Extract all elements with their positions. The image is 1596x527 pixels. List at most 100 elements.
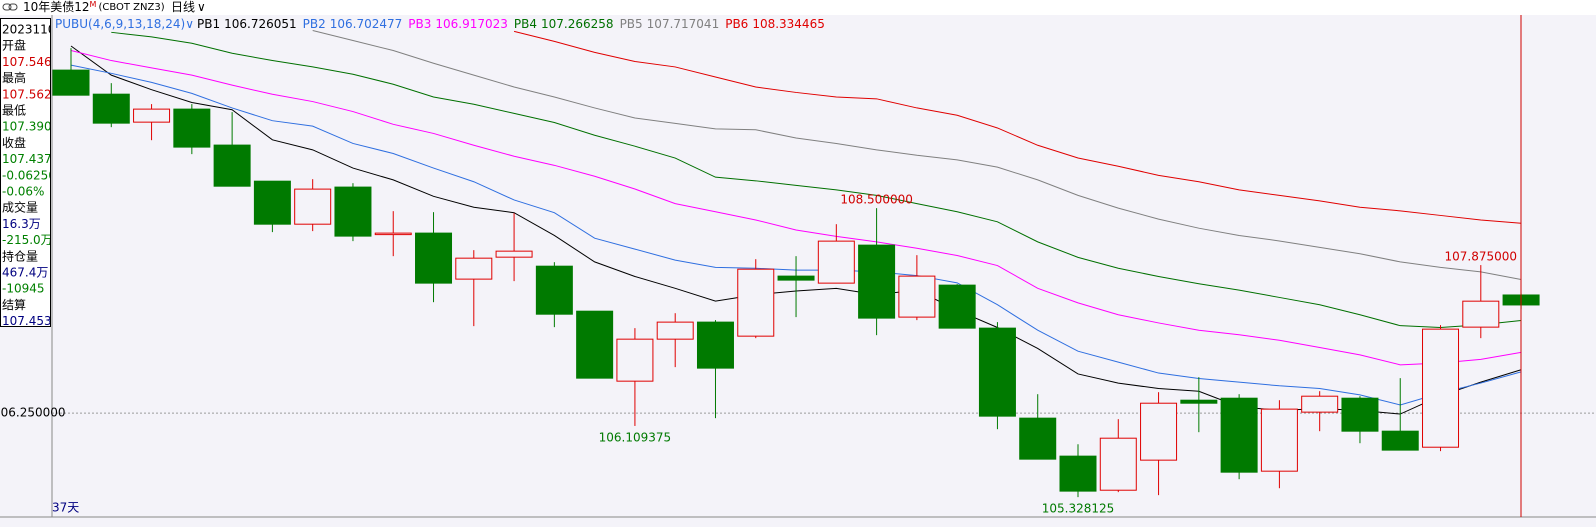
candle-body bbox=[696, 321, 734, 369]
toolbar-title[interactable]: 10年美债12M (CBOT ZNZ3) bbox=[23, 0, 165, 14]
info-text: -215.0万 bbox=[2, 233, 53, 247]
info-text: 最高 bbox=[2, 70, 26, 85]
candle-body bbox=[1059, 455, 1097, 492]
candle-body bbox=[938, 284, 976, 329]
candle-body bbox=[495, 250, 533, 258]
legend-value: 107.266258 bbox=[541, 17, 614, 31]
legend-entry: PB4 107.266258 bbox=[514, 17, 614, 31]
indicator-line bbox=[312, 30, 1522, 280]
candle-body bbox=[535, 265, 573, 315]
legend-entry: PB1 106.726051 bbox=[197, 17, 297, 31]
link-icon[interactable] bbox=[2, 3, 18, 11]
legend-entry: PB2 106.702477 bbox=[303, 17, 403, 31]
y-tick-label: 106.250000 bbox=[0, 406, 66, 420]
legend-name: PB2 bbox=[303, 17, 326, 31]
candle-body bbox=[1220, 397, 1258, 473]
candle-body bbox=[173, 108, 211, 148]
indicator-line bbox=[513, 30, 1522, 224]
candle-body bbox=[294, 188, 332, 225]
indicator-label: PUBU(4,6,9,13,18,24) bbox=[55, 17, 185, 31]
period-selector[interactable]: 日线 ∨ bbox=[171, 0, 206, 14]
candle-body bbox=[1140, 402, 1178, 461]
legend-value: 107.717041 bbox=[647, 17, 720, 31]
bar-count: 37天 bbox=[52, 501, 79, 515]
info-text: 107.4375 bbox=[2, 152, 59, 166]
indicator-name[interactable]: PUBU(4,6,9,13,18,24)∨ bbox=[55, 17, 194, 31]
info-text: 467.4万 bbox=[2, 266, 48, 280]
toolbar bbox=[0, 0, 1596, 15]
candle-body bbox=[1180, 399, 1218, 404]
info-text: 20231103 bbox=[2, 23, 63, 37]
link-icon-right bbox=[8, 3, 18, 11]
candle-body bbox=[737, 268, 775, 337]
symbol: (CBOT ZNZ3) bbox=[98, 2, 164, 13]
candle-body bbox=[1422, 328, 1460, 448]
candle-body bbox=[1260, 408, 1298, 472]
candle-body bbox=[777, 275, 815, 281]
candle-body bbox=[1019, 417, 1057, 460]
legend-entry: PB5 107.717041 bbox=[620, 17, 720, 31]
dropdown-arrow: ∨ bbox=[197, 0, 206, 14]
info-text: 开盘 bbox=[2, 38, 26, 53]
legend-name: PB6 bbox=[725, 17, 748, 31]
candle-body bbox=[656, 321, 694, 340]
legend-value: 108.334465 bbox=[752, 17, 825, 31]
title-sup: M bbox=[90, 0, 97, 9]
candle-body bbox=[133, 108, 171, 123]
legend-value: 106.702477 bbox=[330, 17, 403, 31]
candle-body bbox=[1381, 430, 1419, 451]
candle-body bbox=[1099, 437, 1137, 491]
low-label: 106.109375 bbox=[599, 430, 672, 444]
info-text: 最低 bbox=[2, 104, 26, 118]
legend-entry: PB3 106.917023 bbox=[408, 17, 508, 31]
legend-name: PB4 bbox=[514, 17, 537, 31]
legend-entry: PB6 108.334465 bbox=[725, 17, 825, 31]
info-text: -0.06% bbox=[2, 185, 44, 199]
legend: PUBU(4,6,9,13,18,24)∨ PB1 106.726051 PB2 106… bbox=[55, 17, 825, 31]
candle-body bbox=[92, 93, 130, 124]
candle-body bbox=[1341, 397, 1379, 432]
candle-body bbox=[898, 275, 936, 318]
candle-body bbox=[52, 69, 90, 96]
info-text: 持仓量 bbox=[2, 248, 38, 263]
link-icon-left bbox=[2, 3, 12, 11]
legend-name: PB5 bbox=[620, 17, 643, 31]
candle-body bbox=[616, 338, 654, 382]
candle-body bbox=[1462, 300, 1500, 328]
info-text: 107.3906 bbox=[2, 120, 59, 134]
info-panel bbox=[0, 18, 51, 327]
candle-body bbox=[978, 327, 1016, 417]
legend-name: PB1 bbox=[197, 17, 220, 31]
candle-body bbox=[415, 232, 453, 284]
indicator-line bbox=[70, 50, 1522, 366]
period: 日线 bbox=[171, 0, 195, 14]
candle-body bbox=[253, 180, 291, 225]
candle-body bbox=[334, 186, 372, 237]
info-text: 收盘 bbox=[2, 135, 26, 150]
high-label: 107.875000 bbox=[1445, 250, 1518, 264]
legend-name: PB3 bbox=[408, 17, 431, 31]
info-text: 107.5625 bbox=[2, 87, 59, 101]
info-text: 成交量 bbox=[2, 200, 38, 215]
plot: 106.250000 106.109375 108.500000 105.328125… bbox=[0, 30, 1596, 516]
low-label: 105.328125 bbox=[1042, 502, 1115, 516]
indicator-line bbox=[111, 31, 1522, 328]
info-text: 结算 bbox=[2, 297, 26, 312]
high-label: 108.500000 bbox=[840, 193, 913, 207]
candle-body bbox=[1301, 395, 1339, 413]
candle-body bbox=[858, 244, 896, 319]
legend-value: 106.917023 bbox=[435, 17, 508, 31]
info-text: 107.4530 bbox=[2, 314, 59, 328]
dropdown-arrow: ∨ bbox=[185, 17, 194, 31]
candle-body bbox=[455, 257, 493, 280]
title: 10年美债12 bbox=[23, 0, 90, 14]
info-text: 107.5468 bbox=[2, 55, 59, 69]
legend-value: 106.726051 bbox=[224, 17, 297, 31]
candle-body bbox=[374, 232, 412, 236]
info-text: 16.3万 bbox=[2, 217, 41, 231]
candle-body bbox=[817, 240, 855, 284]
